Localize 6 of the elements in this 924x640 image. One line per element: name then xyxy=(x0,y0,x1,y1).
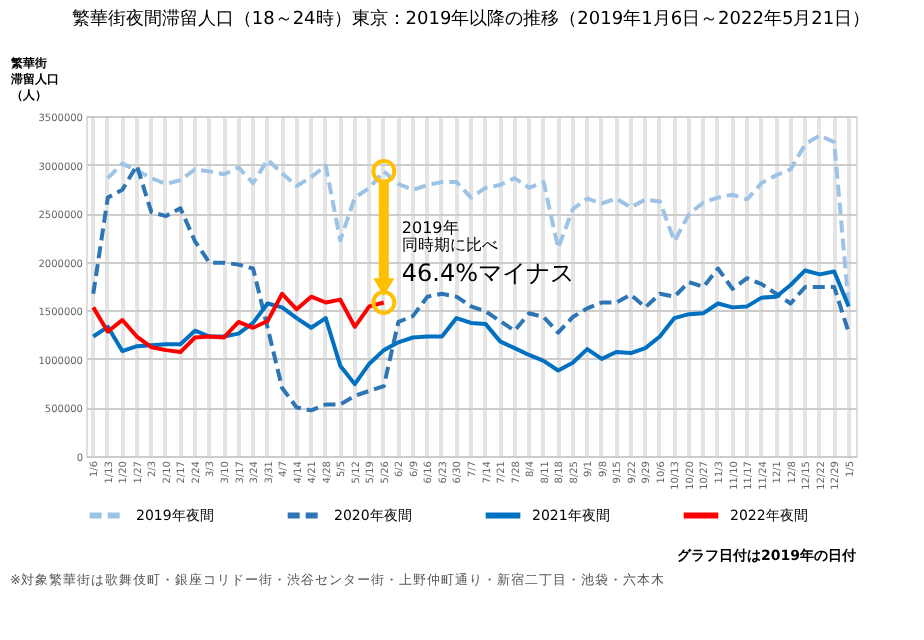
annotation: 2019年 xyxy=(401,219,459,238)
annotation: 46.4%マイナス xyxy=(401,259,575,288)
line-series xyxy=(105,133,851,309)
chart-title: 繁華街夜間滞留人口（18～24時）東京：2019年以降の推移（2019年1月6日～2022年5月21日） xyxy=(71,8,871,30)
line-series xyxy=(91,163,851,413)
annotation: 同時期に比べ xyxy=(401,236,498,255)
